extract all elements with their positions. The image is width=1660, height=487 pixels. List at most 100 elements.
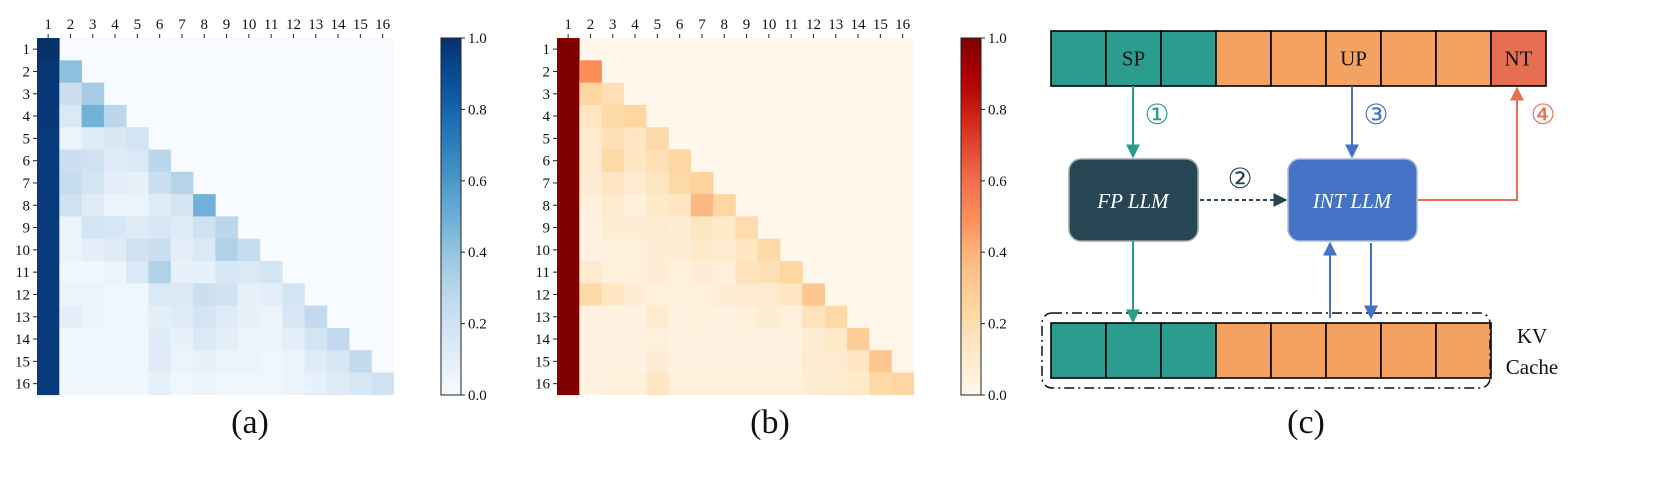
heatmap-cell (579, 372, 602, 396)
x-tick-label: 13 (308, 17, 323, 33)
heatmap-cell (103, 127, 127, 150)
heatmap-cell (623, 104, 647, 128)
heatmap-cell (81, 82, 105, 106)
cache-token-up (1435, 322, 1492, 379)
y-tick-label: 11 (16, 265, 30, 281)
heatmap-cell (126, 216, 149, 239)
heatmap-cell (237, 305, 261, 329)
heatmap-cell (579, 104, 602, 128)
heatmap-cell (237, 238, 261, 262)
y-tick-label: 6 (23, 154, 31, 170)
heatmap-cell (601, 216, 625, 239)
heatmap-cell (59, 350, 82, 373)
heatmap-cell (623, 238, 647, 262)
colorbar-tick-label: 0.6 (468, 174, 487, 190)
y-tick-label: 10 (535, 243, 550, 259)
y-tick-label: 2 (23, 64, 31, 80)
y-tick-label: 8 (23, 198, 31, 214)
heatmap-cell (326, 372, 350, 396)
heatmap-cell (103, 327, 127, 351)
heatmap-cell (668, 149, 692, 173)
heatmap-cell (869, 372, 892, 396)
heatmap-cell (735, 238, 758, 262)
heatmap-cell (668, 194, 692, 217)
heatmap-cell (103, 149, 127, 173)
heatmap-cell (601, 261, 625, 284)
heatmap-cell (623, 261, 647, 284)
heatmap-cell (579, 194, 602, 217)
heatmap-cell (237, 372, 261, 396)
heatmap-cell (579, 238, 602, 262)
heatmap-cell (557, 149, 580, 173)
heatmap-cell (193, 261, 216, 284)
step-3-marker: ③ (1363, 100, 1388, 131)
heatmap-cell (81, 171, 105, 195)
y-tick-label: 15 (535, 354, 550, 370)
heatmap-cell (668, 372, 692, 396)
heatmap-cell (735, 305, 758, 329)
x-tick-label: 14 (331, 17, 347, 33)
heatmap-cell (126, 194, 149, 217)
heatmap-cell (735, 261, 758, 284)
heatmap-cell (260, 283, 283, 306)
heatmap-cell (81, 127, 105, 150)
heatmap-cell (37, 327, 60, 351)
x-tick-label: 11 (784, 17, 798, 33)
x-tick-label: 3 (609, 17, 617, 33)
y-tick-label: 5 (543, 131, 551, 147)
heatmap-cell (579, 60, 602, 83)
y-tick-label: 15 (15, 354, 30, 370)
heatmap-cell (557, 127, 580, 150)
heatmap-cell (668, 171, 692, 195)
heatmap-cell (557, 104, 580, 128)
heatmap-cell (103, 372, 127, 396)
colorbar-tick-label: 0.2 (468, 317, 487, 333)
heatmap-cell (126, 283, 149, 306)
heatmap-cell (59, 372, 82, 396)
heatmap-cell (713, 350, 736, 373)
heatmap-cell (37, 82, 60, 106)
heatmap-cell (557, 194, 580, 217)
heatmap-cell (59, 216, 82, 239)
panel-b: 1 1 2 2 3 3 4 4 5 5 6 6 7 7 8 8 9 9 10 10 11 11 12 12 13 13 14 14 15… (520, 0, 1040, 482)
heatmap-cell (646, 283, 669, 306)
heatmap-cell (237, 283, 261, 306)
heatmap-cell (690, 305, 714, 329)
heatmap-cell (237, 261, 261, 284)
heatmap-cell (81, 194, 105, 217)
heatmap-cell (646, 127, 669, 150)
heatmap-cell (623, 127, 647, 150)
heatmap-cell (59, 261, 82, 284)
heatmap-cell (37, 261, 60, 284)
heatmap-cell (824, 327, 848, 351)
heatmap-cell (646, 261, 669, 284)
heatmap-cell (623, 350, 647, 373)
cache-token-up (1270, 322, 1327, 379)
heatmap-cell (215, 238, 238, 262)
caption-c: (c) (1287, 404, 1325, 441)
heatmap-cell (193, 305, 216, 329)
heatmap-cell (148, 327, 172, 351)
heatmap-cell (170, 194, 194, 217)
heatmap-cell (601, 149, 625, 173)
token-label: SP (1122, 47, 1145, 71)
heatmap-cell (579, 82, 602, 106)
x-tick-label: 9 (743, 17, 751, 33)
heatmap-cell (170, 372, 194, 396)
heatmap-cell (601, 305, 625, 329)
x-tick-label: 5 (654, 17, 662, 33)
heatmap-cell (103, 283, 127, 306)
x-tick-label: 9 (223, 17, 231, 33)
x-tick-label: 12 (286, 17, 301, 33)
heatmap-cell (579, 261, 602, 284)
x-tick-label: 5 (134, 17, 142, 33)
x-tick-label: 8 (201, 17, 209, 33)
heatmap-a-svg: 1122334455667788991010111112121313141415… (15, 17, 487, 404)
cache-label: Cache (1506, 355, 1558, 379)
colorbar-tick-label: 0.6 (988, 174, 1007, 190)
y-tick-label: 12 (535, 287, 550, 303)
kv-label: KV (1517, 324, 1547, 348)
heatmap-cell (735, 216, 758, 239)
heatmap-cell (601, 327, 625, 351)
y-tick-label: 13 (15, 310, 30, 326)
